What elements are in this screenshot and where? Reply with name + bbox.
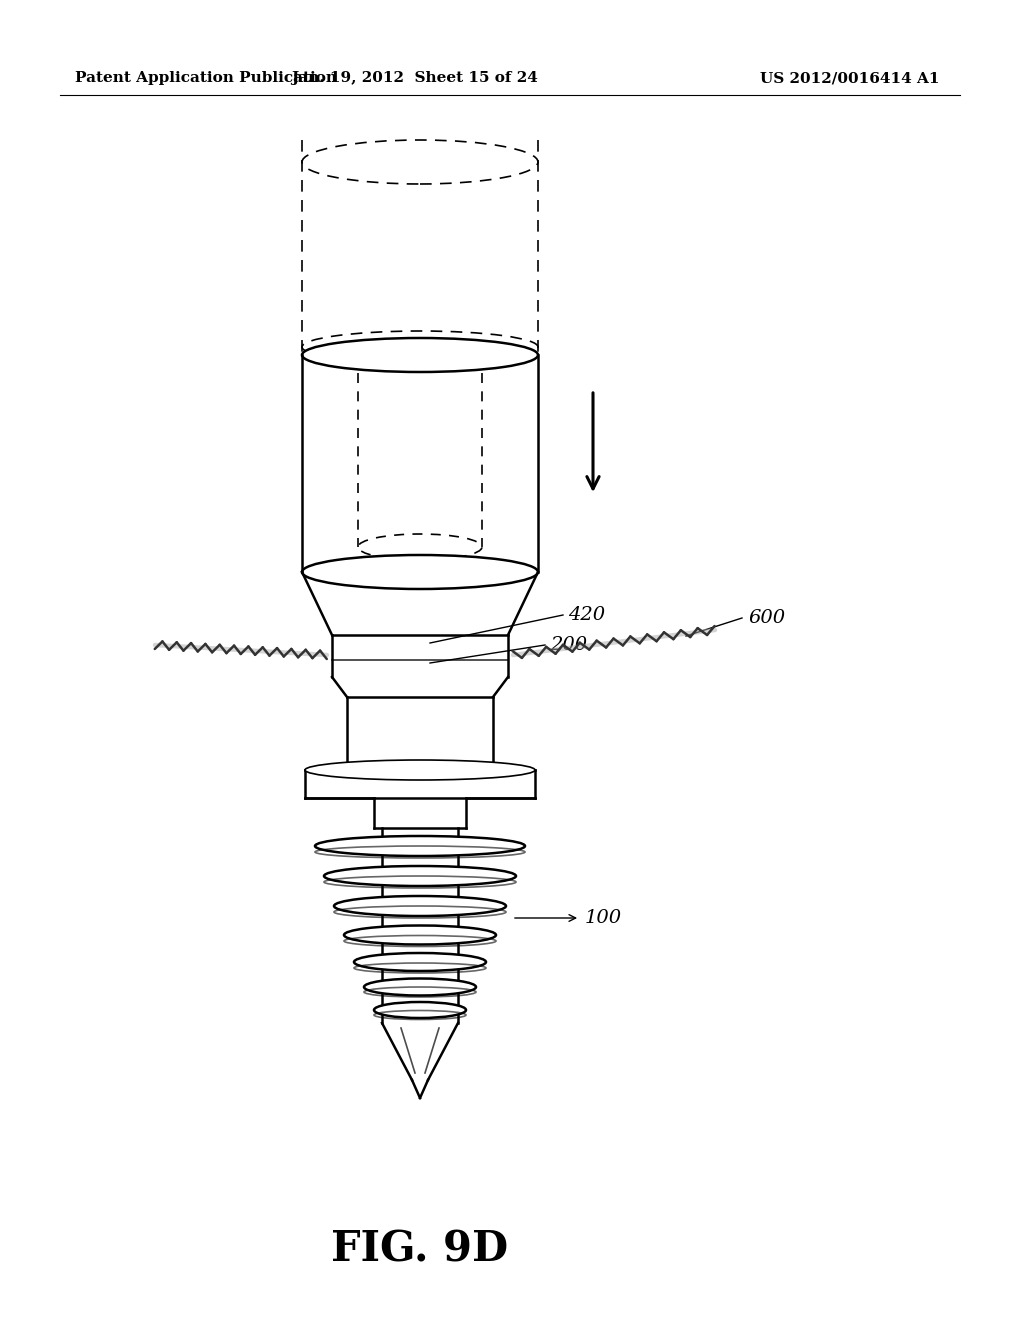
Ellipse shape bbox=[334, 896, 506, 916]
Text: Patent Application Publication: Patent Application Publication bbox=[75, 71, 337, 84]
Ellipse shape bbox=[354, 953, 486, 972]
Text: 420: 420 bbox=[568, 606, 605, 624]
Ellipse shape bbox=[315, 836, 525, 855]
Text: US 2012/0016414 A1: US 2012/0016414 A1 bbox=[760, 71, 939, 84]
Ellipse shape bbox=[324, 866, 516, 886]
Ellipse shape bbox=[374, 1002, 466, 1018]
Text: Jan. 19, 2012  Sheet 15 of 24: Jan. 19, 2012 Sheet 15 of 24 bbox=[292, 71, 539, 84]
Ellipse shape bbox=[364, 978, 476, 995]
Ellipse shape bbox=[344, 925, 496, 945]
Text: 600: 600 bbox=[748, 609, 785, 627]
Ellipse shape bbox=[302, 140, 538, 183]
Ellipse shape bbox=[305, 760, 535, 780]
Ellipse shape bbox=[302, 554, 538, 589]
Text: 100: 100 bbox=[585, 909, 623, 927]
Ellipse shape bbox=[302, 331, 538, 363]
Ellipse shape bbox=[302, 338, 538, 372]
Text: FIG. 9D: FIG. 9D bbox=[332, 1229, 509, 1271]
Text: 200: 200 bbox=[550, 636, 587, 653]
